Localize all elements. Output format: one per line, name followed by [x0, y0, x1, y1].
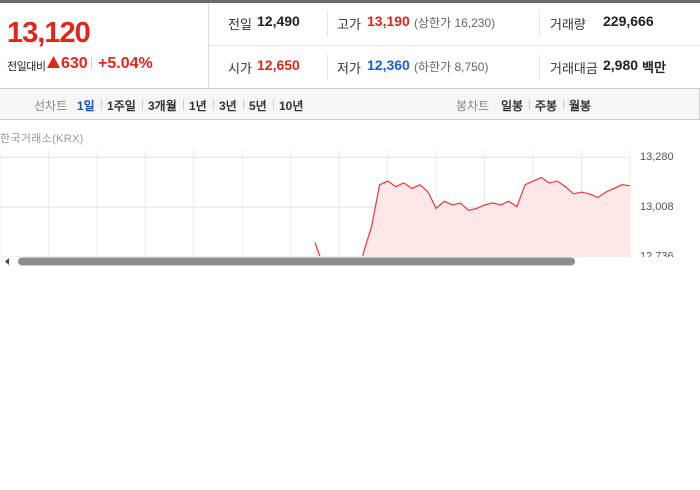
- tab[interactable]: 3년: [219, 99, 237, 113]
- stat-unit: 백만: [642, 60, 666, 75]
- separator: [91, 57, 92, 70]
- tab[interactable]: 1일: [77, 99, 95, 113]
- tab-divider: [183, 99, 184, 110]
- stat-label: 거래량: [550, 17, 586, 32]
- tab-divider: [142, 99, 143, 110]
- stat-value: 13,190: [367, 13, 410, 29]
- stat-value: 12,490: [257, 13, 300, 29]
- tab[interactable]: 1주일: [107, 99, 136, 113]
- plot: [314, 176, 631, 256]
- scroll-left-arrow[interactable]: [5, 258, 9, 265]
- change-rate: +5.04%: [98, 55, 153, 72]
- col-divider: [539, 10, 540, 36]
- quote-box: 13,120 전일대비 630 +5.04%: [0, 3, 209, 88]
- price-line: [314, 176, 631, 256]
- tab-divider: [101, 99, 102, 110]
- stat-value: 229,666: [603, 13, 654, 29]
- change-label: 전일대비: [7, 61, 46, 73]
- tab-group-label: 봉차트: [456, 99, 490, 113]
- stat-label: 시가: [228, 61, 252, 76]
- stat-note: (하한가 8,750): [414, 60, 489, 74]
- stat-label: 전일: [228, 17, 252, 32]
- y-tick-label: 13,008: [640, 201, 674, 213]
- tab[interactable]: 월봉: [569, 99, 592, 113]
- stat-label: 고가: [337, 17, 361, 32]
- col-divider: [539, 54, 540, 80]
- tab-group-label: 선차트: [34, 99, 68, 113]
- col-divider: [327, 10, 328, 36]
- stat-label: 저가: [337, 61, 361, 76]
- current-price: 13,120: [7, 17, 91, 49]
- stat-note: (상한가 16,230): [414, 16, 496, 30]
- top-border: [0, 0, 700, 3]
- tab-divider: [529, 99, 530, 110]
- tab[interactable]: 1년: [189, 99, 207, 113]
- tab-divider: [243, 99, 244, 110]
- stat-value: 12,360: [367, 57, 410, 73]
- tab[interactable]: 10년: [279, 99, 304, 113]
- source: 한국거래소(KRX): [0, 133, 84, 145]
- tab-divider: [563, 99, 564, 110]
- area: [315, 177, 630, 256]
- stat-label: 거래대금: [550, 61, 598, 76]
- change-amount: 630: [61, 55, 88, 72]
- tab[interactable]: 일봉: [501, 99, 524, 113]
- tab[interactable]: 3개월: [148, 99, 177, 113]
- up-arrow: [47, 56, 60, 68]
- stat-value: 2,980: [603, 57, 639, 73]
- tab[interactable]: 주봉: [535, 99, 558, 113]
- y-tick-label: 13,280: [640, 151, 674, 163]
- stat-value: 12,650: [257, 57, 300, 73]
- tab-divider: [273, 99, 274, 110]
- tab-bar: [0, 88, 700, 120]
- row-divider: [209, 45, 700, 46]
- scroll-thumb[interactable]: [18, 257, 575, 266]
- tab[interactable]: 5년: [249, 99, 267, 113]
- tab-divider: [213, 99, 214, 110]
- col-divider: [327, 54, 328, 80]
